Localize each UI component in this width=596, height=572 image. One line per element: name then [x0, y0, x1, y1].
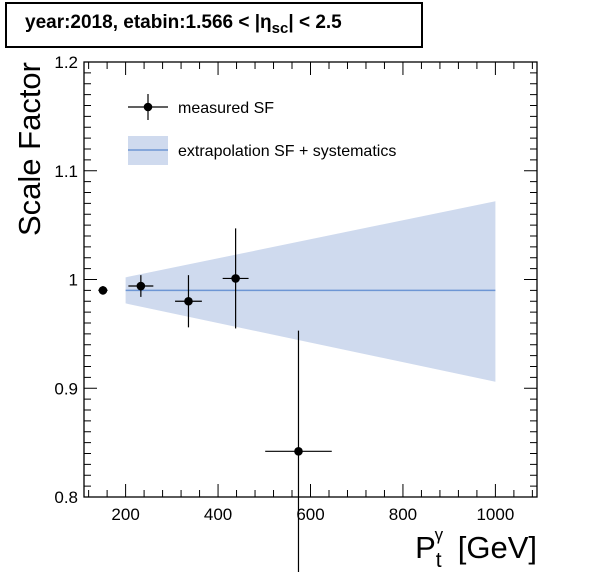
systematics-band [125, 201, 496, 382]
legend-marker-point [143, 102, 153, 112]
data-point-0 [98, 286, 108, 295]
x-tick-label: 600 [296, 505, 324, 524]
title-subscript: sc [271, 20, 289, 37]
y-tick-label: 0.8 [54, 488, 78, 507]
x-tick-label: 1000 [476, 505, 514, 524]
y-tick-label: 0.9 [54, 379, 78, 398]
y-axis-label: Scale Factor [12, 62, 47, 236]
data-point-1 [136, 281, 146, 291]
y-tick-label: 1.2 [54, 53, 78, 72]
data-point-3 [231, 274, 240, 283]
title-box: year:2018, etabin:1.566 < |ηsc| < 2.5 [5, 2, 423, 48]
y-tick-label: 1.1 [54, 162, 78, 181]
x-tick-label: 400 [204, 505, 232, 524]
x-axis-label: Ptγ [GeV] [415, 525, 537, 572]
title-prefix: year:2018, etabin:1.566 < |η [25, 12, 272, 33]
legend-label-extrapolation: extrapolation SF + systematics [178, 143, 396, 160]
x-tick-label: 800 [389, 505, 417, 524]
legend-label-measured: measured SF [178, 100, 274, 117]
y-tick-label: 1 [69, 271, 78, 290]
chart-title: year:2018, etabin:1.566 < |ηsc| < 2.5 [25, 12, 342, 37]
x-tick-label: 200 [111, 505, 139, 524]
data-point-4 [294, 447, 303, 456]
data-point-2 [184, 296, 193, 306]
title-suffix: | < 2.5 [288, 12, 342, 33]
